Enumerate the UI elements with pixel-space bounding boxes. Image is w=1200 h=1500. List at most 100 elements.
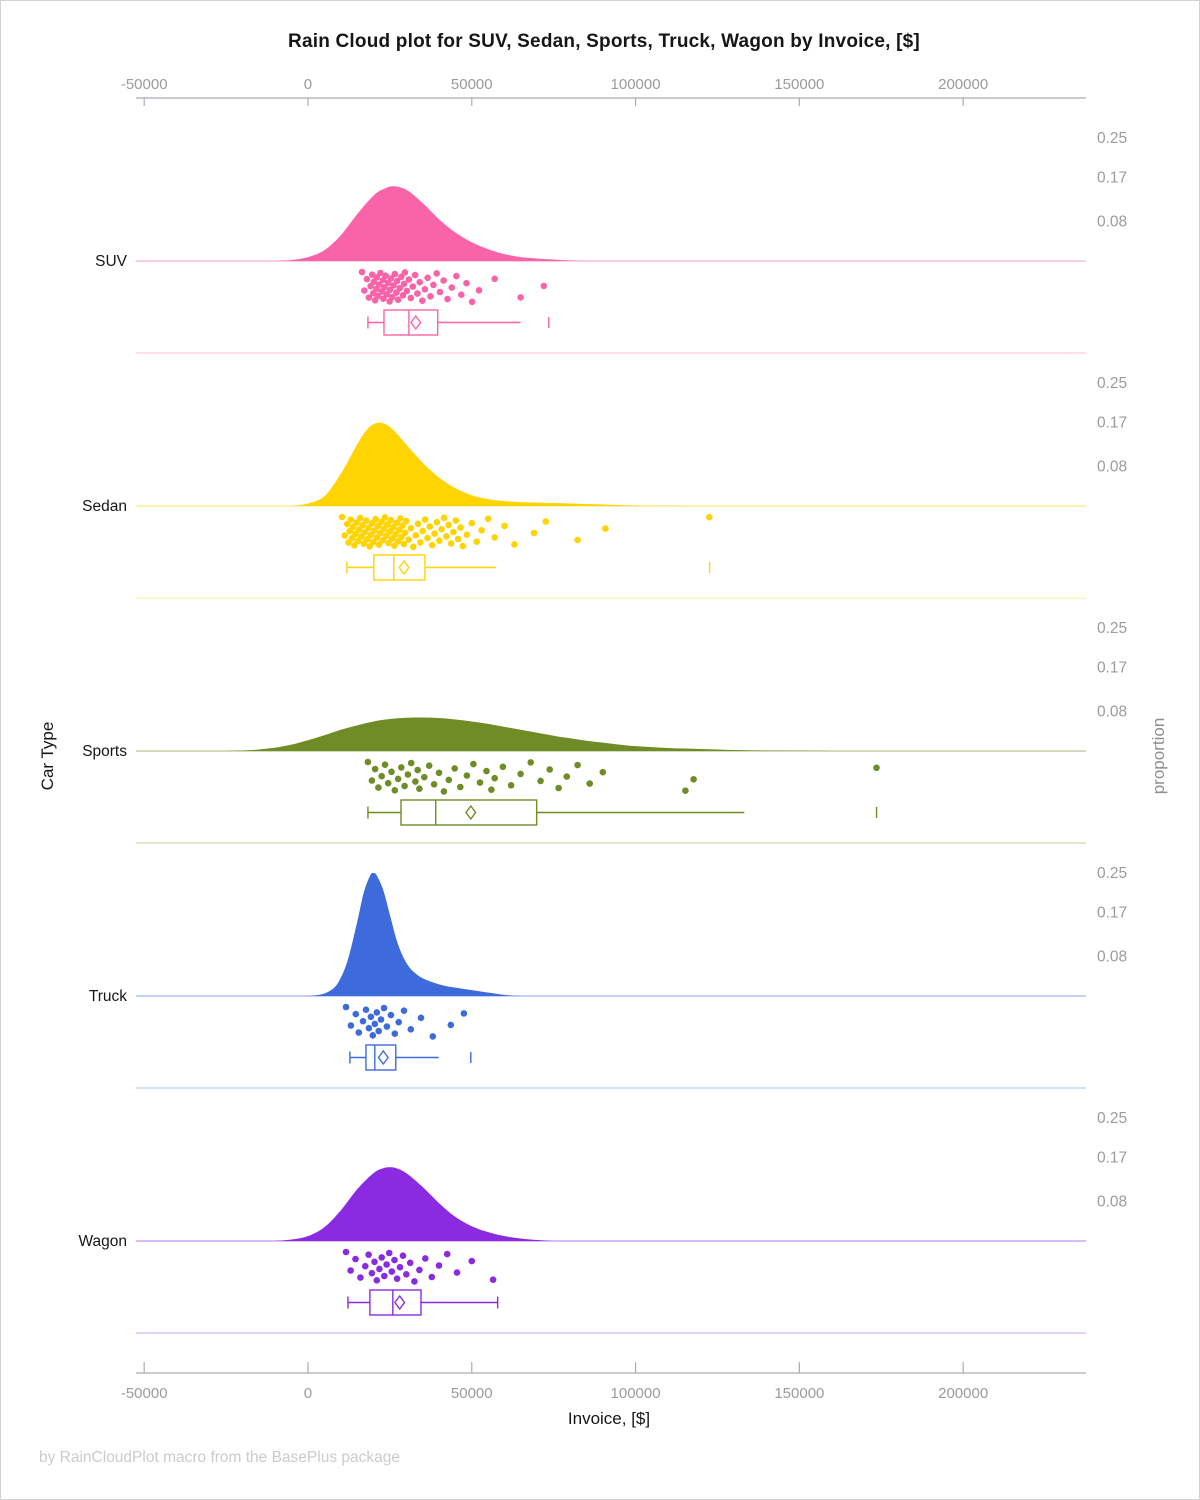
rain-point — [475, 287, 483, 294]
proportion-tick-label: 0.08 — [1097, 214, 1127, 231]
rain-point — [404, 771, 412, 778]
rain-point — [476, 779, 484, 786]
rain-point — [341, 532, 349, 539]
rain-point — [682, 787, 689, 794]
rain-point — [454, 535, 462, 543]
rain-point — [362, 1006, 370, 1013]
x-tick-label-top: 150000 — [774, 76, 824, 93]
rain-point — [401, 529, 409, 536]
rain-point — [368, 1269, 376, 1277]
rain-point — [448, 284, 456, 291]
x-tick-label-bottom: 0 — [304, 1385, 312, 1402]
proportion-tick-label: 0.08 — [1097, 459, 1127, 476]
density-curve-suv — [275, 186, 587, 261]
rain-point — [369, 1032, 377, 1039]
rain-point — [405, 536, 412, 543]
rain-point — [452, 517, 460, 524]
rain-point — [388, 293, 396, 301]
rain-point — [375, 1027, 383, 1035]
rain-point — [369, 538, 377, 546]
rain-point — [443, 533, 450, 540]
chart-title: Rain Cloud plot for SUV, Sedan, Sports, … — [288, 31, 920, 52]
rain-point — [379, 537, 387, 544]
rain-point — [376, 1265, 383, 1273]
rain-point — [499, 763, 507, 771]
rain-point — [706, 513, 713, 521]
mean-diamond — [410, 314, 422, 331]
rain-point — [428, 1273, 436, 1281]
rain-point — [421, 773, 428, 781]
rain-point — [387, 516, 395, 524]
proportion-tick-label: 0.25 — [1097, 130, 1127, 147]
rain-point — [463, 531, 471, 538]
panel-sedan: Sedan 0.25 0.17 0.08 — [82, 375, 1127, 599]
rain-point — [421, 286, 429, 293]
rain-point — [537, 777, 544, 785]
rain-point — [342, 1003, 350, 1011]
rain-point — [422, 1255, 429, 1262]
rain-point — [501, 522, 508, 530]
rain-point — [365, 294, 373, 301]
rain-point — [378, 518, 385, 526]
proportion-tick-label: 0.17 — [1097, 414, 1127, 431]
rain-point — [396, 1263, 404, 1271]
rain-point — [412, 532, 420, 539]
rain-point — [478, 527, 485, 534]
rain-points-sedan — [338, 513, 713, 551]
rain-point — [433, 518, 441, 526]
rain-point — [399, 1252, 407, 1259]
rain-point — [426, 523, 434, 530]
rain-point — [377, 269, 384, 277]
proportion-tick-label: 0.08 — [1097, 949, 1127, 966]
proportion-tick-label: 0.17 — [1097, 904, 1127, 921]
rain-point — [491, 534, 499, 541]
rain-point — [352, 530, 359, 538]
rain-point — [352, 1010, 360, 1018]
rain-point — [401, 269, 409, 276]
rain-point — [366, 543, 374, 550]
rain-point — [392, 531, 399, 538]
x-tick-label-top: -50000 — [121, 76, 168, 93]
rain-points-suv — [358, 268, 548, 306]
rain-point — [384, 779, 392, 787]
rain-point — [401, 782, 408, 790]
box-plot-sedan — [346, 554, 711, 581]
rain-point — [602, 525, 609, 532]
rain-point — [353, 519, 361, 526]
rain-point — [358, 268, 366, 276]
rain-point — [391, 542, 398, 549]
rain-point — [440, 514, 448, 522]
rain-point — [387, 275, 395, 282]
rain-point — [380, 525, 388, 533]
box-plot-wagon — [347, 1289, 499, 1316]
rain-point — [381, 761, 389, 768]
rain-point — [440, 277, 447, 284]
proportion-tick-label: 0.17 — [1097, 659, 1127, 676]
rain-point — [377, 1016, 385, 1023]
rain-point — [428, 541, 436, 549]
mean-diamond — [398, 559, 410, 576]
rain-point — [365, 1024, 373, 1032]
rain-point — [417, 539, 424, 546]
rain-point — [574, 761, 581, 769]
rain-point — [459, 542, 467, 550]
rain-point — [457, 783, 464, 791]
rain-point — [690, 776, 697, 783]
rain-point — [555, 784, 562, 792]
density-curve-truck — [308, 872, 521, 996]
rain-point — [599, 768, 607, 776]
rain-point — [470, 760, 477, 768]
proportion-tick-label: 0.25 — [1097, 865, 1127, 882]
rain-points-truck — [342, 1003, 468, 1040]
y-axis-label-proportion: proportion — [1149, 717, 1168, 795]
rain-point — [367, 1013, 375, 1021]
x-axis-top: -50000 0 50000 100000 150000 200000 — [121, 76, 1086, 106]
rain-point — [342, 1248, 350, 1256]
rain-point — [390, 282, 397, 289]
rain-point — [491, 774, 499, 782]
rain-point — [382, 272, 389, 280]
panel-truck: Truck 0.25 0.17 0.08 — [89, 865, 1127, 1089]
rain-point — [361, 528, 369, 536]
rain-point — [364, 758, 372, 766]
x-tick-label-bottom: 100000 — [611, 1385, 661, 1402]
